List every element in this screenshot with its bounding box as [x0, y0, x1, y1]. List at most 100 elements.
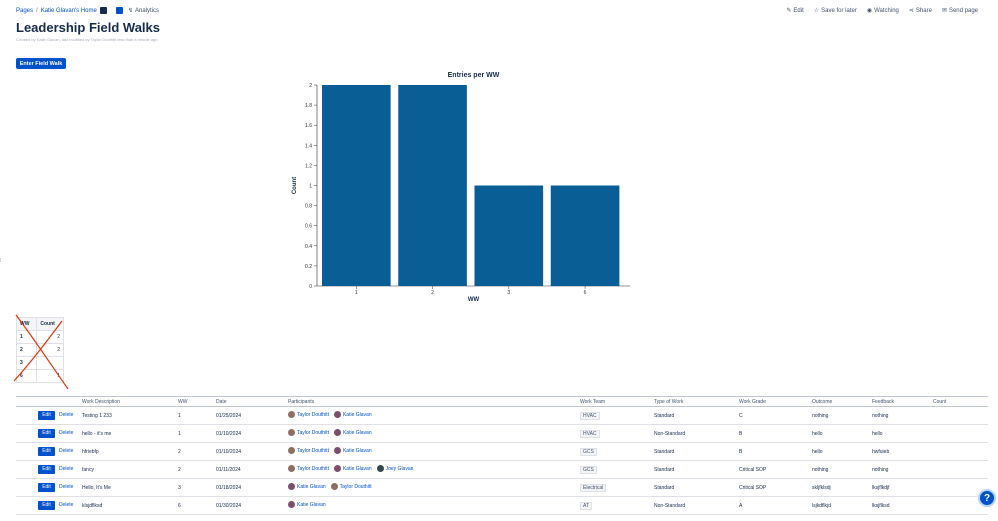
side-resize-handle[interactable]: ⁞ [0, 258, 2, 264]
work-team-cell: HVAC [578, 424, 652, 443]
ww-cell: 1 [176, 406, 214, 425]
work-team-lozenge: Electrical [580, 483, 607, 492]
ww-cell: 2 [176, 460, 214, 479]
summary-ww-cell: 2 [15, 343, 38, 357]
delete-row-link[interactable]: Delete [59, 484, 74, 490]
participant-mention[interactable]: Taylor Douthitt [330, 483, 372, 490]
field-walks-table: Work Description WW Date Participants Work T… [16, 396, 988, 515]
edit-row-button[interactable]: Edit [38, 501, 55, 510]
enter-field-walk-button[interactable]: Enter Field Walk [16, 58, 66, 69]
send-page-button[interactable]: ✉ Send page [942, 7, 978, 15]
avatar [288, 465, 295, 472]
type-of-work-cell: Standard [652, 478, 737, 497]
edit-row-button[interactable]: Edit [38, 429, 55, 438]
y-tick-label: 0.4 [305, 244, 312, 250]
feedback-cell: hwfuieb [870, 442, 931, 461]
participant-name: Katie Glavan [342, 447, 372, 454]
delete-row-link[interactable]: Delete [59, 412, 74, 418]
feedback-cell: nothing [870, 406, 931, 425]
y-tick-label: 1.4 [305, 143, 312, 149]
lock-icon[interactable] [99, 7, 107, 14]
delete-row-link[interactable]: Delete [59, 502, 74, 508]
edit-row-button[interactable]: Edit [38, 447, 55, 456]
page-tree-icon[interactable] [115, 7, 123, 14]
delete-row-link[interactable]: Delete [59, 448, 74, 454]
avatar [330, 483, 338, 490]
participant-mention[interactable]: Taylor Douthitt [288, 429, 329, 436]
outcome-cell: skljfklsdj [810, 478, 870, 497]
x-tick-label: 2 [431, 290, 434, 296]
breadcrumb-home-link[interactable]: Katie Glavan's Home [40, 7, 97, 14]
avatar [376, 465, 384, 472]
participant-mention[interactable]: Katie Glavan [288, 501, 326, 508]
bar [322, 85, 391, 286]
work-team-lozenge: AT [580, 501, 593, 510]
count-cell [931, 406, 988, 425]
type-of-work-cell: Standard [652, 460, 737, 479]
top-bar: Pages / Katie Glavan's Home ↯ Analytics … [0, 0, 998, 20]
participant-mention[interactable]: Taylor Douthitt [288, 447, 329, 454]
share-button[interactable]: ⋖ Share [909, 7, 932, 15]
avatar [333, 429, 341, 436]
x-tick-label: 1 [355, 290, 358, 296]
participant-mention[interactable]: Katie Glavan [333, 411, 372, 418]
work-team-lozenge: HVAC [580, 429, 600, 438]
breadcrumb-pages-link[interactable]: Pages [16, 7, 34, 14]
participant-mention[interactable]: Taylor Douthitt [288, 411, 329, 418]
row-actions-cell: Edit Delete [16, 478, 80, 497]
participant-mention[interactable]: Taylor Douthitt [288, 465, 329, 472]
work-description-cell: hello - it's me [80, 424, 176, 443]
participants-cell: Katie Glavan Taylor Douthitt [286, 478, 578, 497]
participant-name: Taylor Douthitt [339, 483, 372, 490]
y-tick-label: 0 [309, 284, 312, 290]
summary-count-cell: 2 [36, 330, 64, 344]
work-team-lozenge: GCS [580, 465, 597, 474]
participant-mention[interactable]: Katie Glavan [333, 465, 372, 472]
column-header: Type of Work [652, 396, 737, 407]
participant-mention[interactable]: Joey Glavan [376, 465, 413, 472]
ww-cell: 6 [176, 496, 214, 515]
edit-row-button[interactable]: Edit [38, 483, 55, 492]
y-tick-label: 1 [309, 184, 312, 190]
edit-page-label: Edit [793, 7, 804, 14]
y-tick-label: 0.2 [305, 264, 312, 270]
y-tick-label: 1.2 [305, 163, 312, 169]
edit-row-button[interactable]: Edit [38, 411, 55, 420]
analytics-icon: ↯ [128, 8, 134, 14]
column-header: Count [931, 396, 988, 407]
date-cell: 01/11/2024 [214, 460, 286, 479]
bar [474, 185, 544, 286]
avatar [288, 483, 295, 490]
work-grade-cell: B [737, 442, 810, 461]
watching-button[interactable]: ◉ Watching [867, 7, 899, 15]
save-for-later-button[interactable]: ☆ Save for later [814, 7, 857, 15]
outcome-cell: nothing [810, 460, 870, 479]
analytics-link[interactable]: ↯ Analytics [128, 7, 159, 15]
participant-name: Taylor Douthitt [297, 411, 329, 418]
row-actions-cell: Edit Delete [16, 406, 80, 425]
y-tick-label: 0.8 [305, 204, 312, 210]
participant-mention[interactable]: Katie Glavan [333, 447, 372, 454]
help-button[interactable]: ? [978, 489, 996, 507]
type-of-work-cell: Standard [652, 442, 737, 461]
summary-header-count: Count [36, 317, 64, 331]
date-cell: 01/10/2024 [214, 442, 286, 461]
avatar [288, 447, 295, 454]
edit-row-button[interactable]: Edit [38, 465, 55, 474]
column-header: Outcome [810, 396, 870, 407]
edit-page-button[interactable]: ✎ Edit [786, 7, 804, 15]
outcome-cell: hello [810, 424, 870, 443]
work-description-cell: fancy [80, 460, 176, 479]
column-header: Date [214, 396, 286, 407]
participant-mention[interactable]: Katie Glavan [333, 429, 372, 436]
delete-row-link[interactable]: Delete [59, 466, 74, 472]
feedback-cell: lksjflkdjf [870, 478, 931, 497]
delete-row-link[interactable]: Delete [59, 430, 74, 436]
participant-name: Katie Glavan [342, 411, 372, 418]
column-header: Work Description [80, 396, 176, 407]
count-cell [931, 496, 988, 515]
participant-mention[interactable]: Katie Glavan [288, 483, 326, 490]
column-header: WW [176, 396, 214, 407]
work-team-lozenge: HVAC [580, 411, 600, 420]
